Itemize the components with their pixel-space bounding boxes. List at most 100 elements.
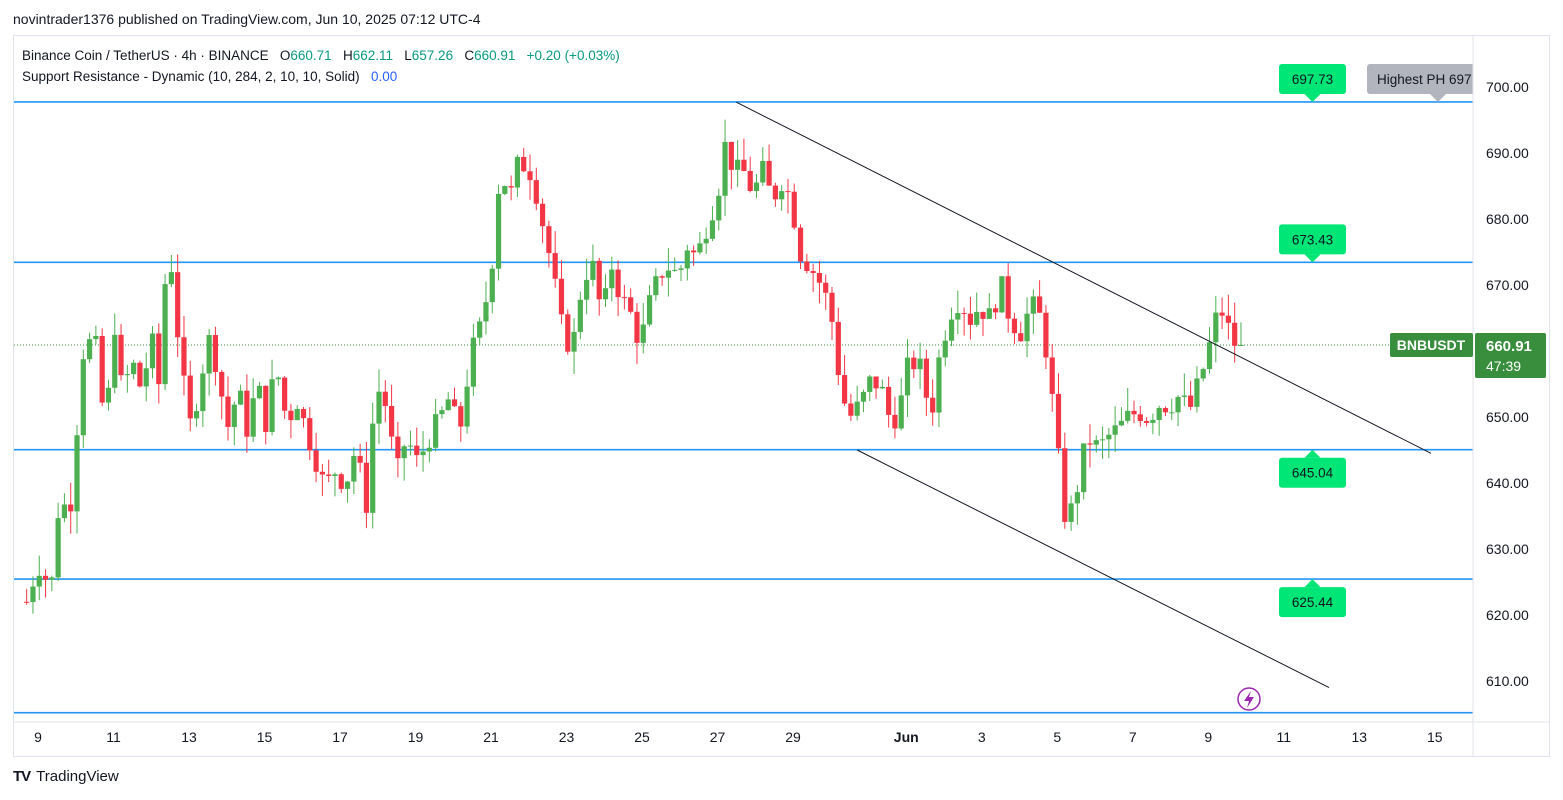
candle-up[interactable] <box>112 313 118 394</box>
candle-up[interactable] <box>231 401 237 446</box>
candle-down[interactable] <box>772 182 778 207</box>
symbol-description[interactable]: Binance Coin / TetherUS · 4h · BINANCE <box>22 48 269 63</box>
candle-down[interactable] <box>621 284 627 310</box>
candle-up[interactable] <box>609 256 615 302</box>
candle-down[interactable] <box>992 304 999 320</box>
candle-down[interactable] <box>923 349 929 416</box>
candle-down[interactable] <box>797 224 804 270</box>
candle-up[interactable] <box>93 325 99 345</box>
candle-down[interactable] <box>1062 432 1068 529</box>
candle-up[interactable] <box>407 430 414 456</box>
candle-up[interactable] <box>1099 426 1106 460</box>
candle-down[interactable] <box>835 307 841 386</box>
candle-down[interactable] <box>552 231 558 288</box>
candle-up[interactable] <box>571 318 577 374</box>
candle-down[interactable] <box>1232 302 1238 363</box>
candle-up[interactable] <box>653 268 659 301</box>
candle-down[interactable] <box>596 257 602 316</box>
candle-up[interactable] <box>61 493 68 523</box>
candle-up[interactable] <box>206 328 212 396</box>
candle-up[interactable] <box>433 398 439 452</box>
candle-down[interactable] <box>118 323 124 381</box>
candle-down[interactable] <box>156 323 162 404</box>
candle-up[interactable] <box>124 364 130 393</box>
candle-down[interactable] <box>319 463 325 496</box>
candle-up[interactable] <box>1175 395 1181 427</box>
candle-up[interactable] <box>1093 435 1099 453</box>
candle-down[interactable] <box>521 147 527 173</box>
candle-down[interactable] <box>1162 406 1169 417</box>
candle-up[interactable] <box>760 147 766 186</box>
candle-up[interactable] <box>684 244 690 281</box>
candle-down[interactable] <box>766 144 772 186</box>
candle-up[interactable] <box>332 472 338 497</box>
candle-up[interactable] <box>722 119 728 216</box>
candle-up[interactable] <box>879 379 885 390</box>
candle-up[interactable] <box>370 402 376 529</box>
candle-down[interactable] <box>24 588 30 605</box>
candle-up[interactable] <box>1024 297 1030 358</box>
candle-down[interactable] <box>395 421 401 478</box>
candle-down[interactable] <box>451 387 458 408</box>
candle-up[interactable] <box>149 325 156 379</box>
candle-down[interactable] <box>282 376 288 419</box>
candle-up[interactable] <box>1200 367 1206 382</box>
candle-up[interactable] <box>640 303 646 354</box>
candle-down[interactable] <box>728 141 734 190</box>
candle-up[interactable] <box>420 431 426 472</box>
candle-up[interactable] <box>904 339 911 417</box>
candle-down[interactable] <box>539 198 546 244</box>
candle-up[interactable] <box>1112 406 1118 452</box>
candle-down[interactable] <box>382 380 388 423</box>
candle-up[interactable] <box>1169 398 1175 420</box>
candle-down[interactable] <box>225 376 231 441</box>
candle-down[interactable] <box>326 459 332 483</box>
candle-up[interactable] <box>942 330 948 367</box>
candle-up[interactable] <box>716 188 722 231</box>
candle-up[interactable] <box>445 392 451 411</box>
trendline[interactable] <box>736 101 1432 454</box>
candle-up[interactable] <box>489 264 495 314</box>
candle-up[interactable] <box>1030 289 1036 335</box>
candle-up[interactable] <box>105 379 112 411</box>
candle-down[interactable] <box>1043 305 1049 370</box>
candle-down[interactable] <box>175 254 181 358</box>
candle-up[interactable] <box>590 244 596 287</box>
candle-down[interactable] <box>810 263 816 292</box>
candle-up[interactable] <box>672 257 678 272</box>
candle-up[interactable] <box>1150 413 1156 435</box>
candle-down[interactable] <box>886 376 892 428</box>
candle-up[interactable] <box>577 291 583 340</box>
candle-up[interactable] <box>1125 387 1131 424</box>
candle-up[interactable] <box>986 293 992 320</box>
candle-up[interactable] <box>779 185 785 211</box>
candle-down[interactable] <box>634 303 640 365</box>
candle-down[interactable] <box>785 178 791 214</box>
candle-up[interactable] <box>936 349 942 428</box>
candle-down[interactable] <box>508 175 514 201</box>
candle-down[interactable] <box>1049 344 1055 412</box>
candle-up[interactable] <box>514 154 521 197</box>
candle-down[interactable] <box>848 393 854 421</box>
candle-up[interactable] <box>697 232 703 255</box>
candle-up[interactable] <box>948 307 955 347</box>
candle-down[interactable] <box>187 360 193 432</box>
candle-up[interactable] <box>898 377 904 431</box>
candle-up[interactable] <box>1194 366 1200 413</box>
candle-down[interactable] <box>1131 400 1137 424</box>
candle-up[interactable] <box>74 425 80 534</box>
candle-up[interactable] <box>602 274 609 307</box>
candle-up[interactable] <box>735 140 741 188</box>
candle-down[interactable] <box>414 427 420 467</box>
candle-up[interactable] <box>477 317 483 346</box>
candle-up[interactable] <box>1156 405 1162 436</box>
candle-up[interactable] <box>30 576 36 614</box>
candle-down[interactable] <box>300 406 307 428</box>
candle-down[interactable] <box>690 245 697 266</box>
candle-down[interactable] <box>1219 297 1225 329</box>
candle-down[interactable] <box>1005 263 1011 333</box>
candle-up[interactable] <box>439 406 445 419</box>
candle-down[interactable] <box>823 274 829 310</box>
candle-down[interactable] <box>263 385 269 445</box>
